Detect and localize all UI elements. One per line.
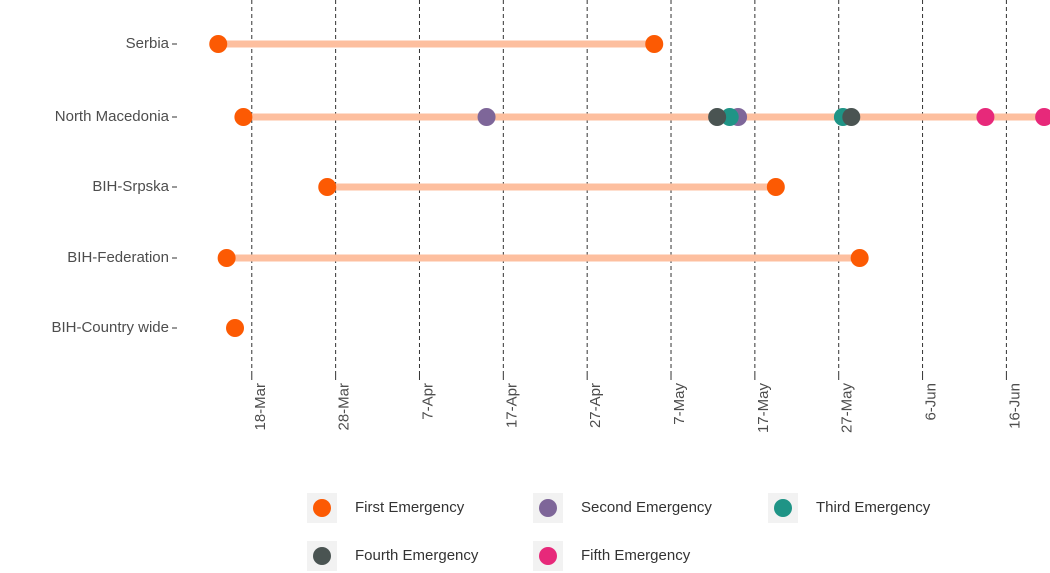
legend-label: Fourth Emergency xyxy=(355,547,479,564)
x-tick-label: 16-Jun xyxy=(1006,383,1023,429)
point xyxy=(976,108,995,126)
point xyxy=(318,178,337,196)
x-tick-label: 28-Mar xyxy=(336,383,353,431)
x-tick-label: 7-Apr xyxy=(419,383,436,420)
x-tick-label: 18-Mar xyxy=(252,383,269,431)
y-tick-label: North Macedonia xyxy=(55,108,170,125)
point xyxy=(209,35,228,53)
x-tick-label: 17-May xyxy=(755,383,772,434)
x-tick-label: 17-Apr xyxy=(503,383,520,428)
point xyxy=(850,249,869,267)
legend-key xyxy=(774,499,792,517)
point xyxy=(766,178,785,196)
y-tick-label: BIH-Country wide xyxy=(51,319,169,336)
point xyxy=(234,108,253,126)
legend-key xyxy=(313,547,331,565)
point xyxy=(720,108,739,126)
point xyxy=(226,319,245,337)
y-tick-label: BIH-Srpska xyxy=(92,178,169,195)
legend-label: Fifth Emergency xyxy=(581,547,691,564)
point xyxy=(1035,108,1050,126)
legend-key xyxy=(539,547,557,565)
x-tick-label: 6-Jun xyxy=(923,383,940,421)
point xyxy=(708,108,727,126)
x-tick-label: 27-May xyxy=(839,383,856,434)
point xyxy=(217,249,236,267)
legend-label: Third Emergency xyxy=(816,499,931,516)
legend-key xyxy=(313,499,331,517)
point xyxy=(842,108,861,126)
legend-key xyxy=(539,499,557,517)
y-tick-label: Serbia xyxy=(126,35,170,52)
legend-label: Second Emergency xyxy=(581,499,712,516)
point xyxy=(477,108,496,126)
y-tick-label: BIH-Federation xyxy=(67,249,169,266)
x-tick-label: 7-May xyxy=(671,383,688,425)
x-tick-label: 27-Apr xyxy=(587,383,604,428)
legend-label: First Emergency xyxy=(355,499,465,516)
point xyxy=(645,35,664,53)
